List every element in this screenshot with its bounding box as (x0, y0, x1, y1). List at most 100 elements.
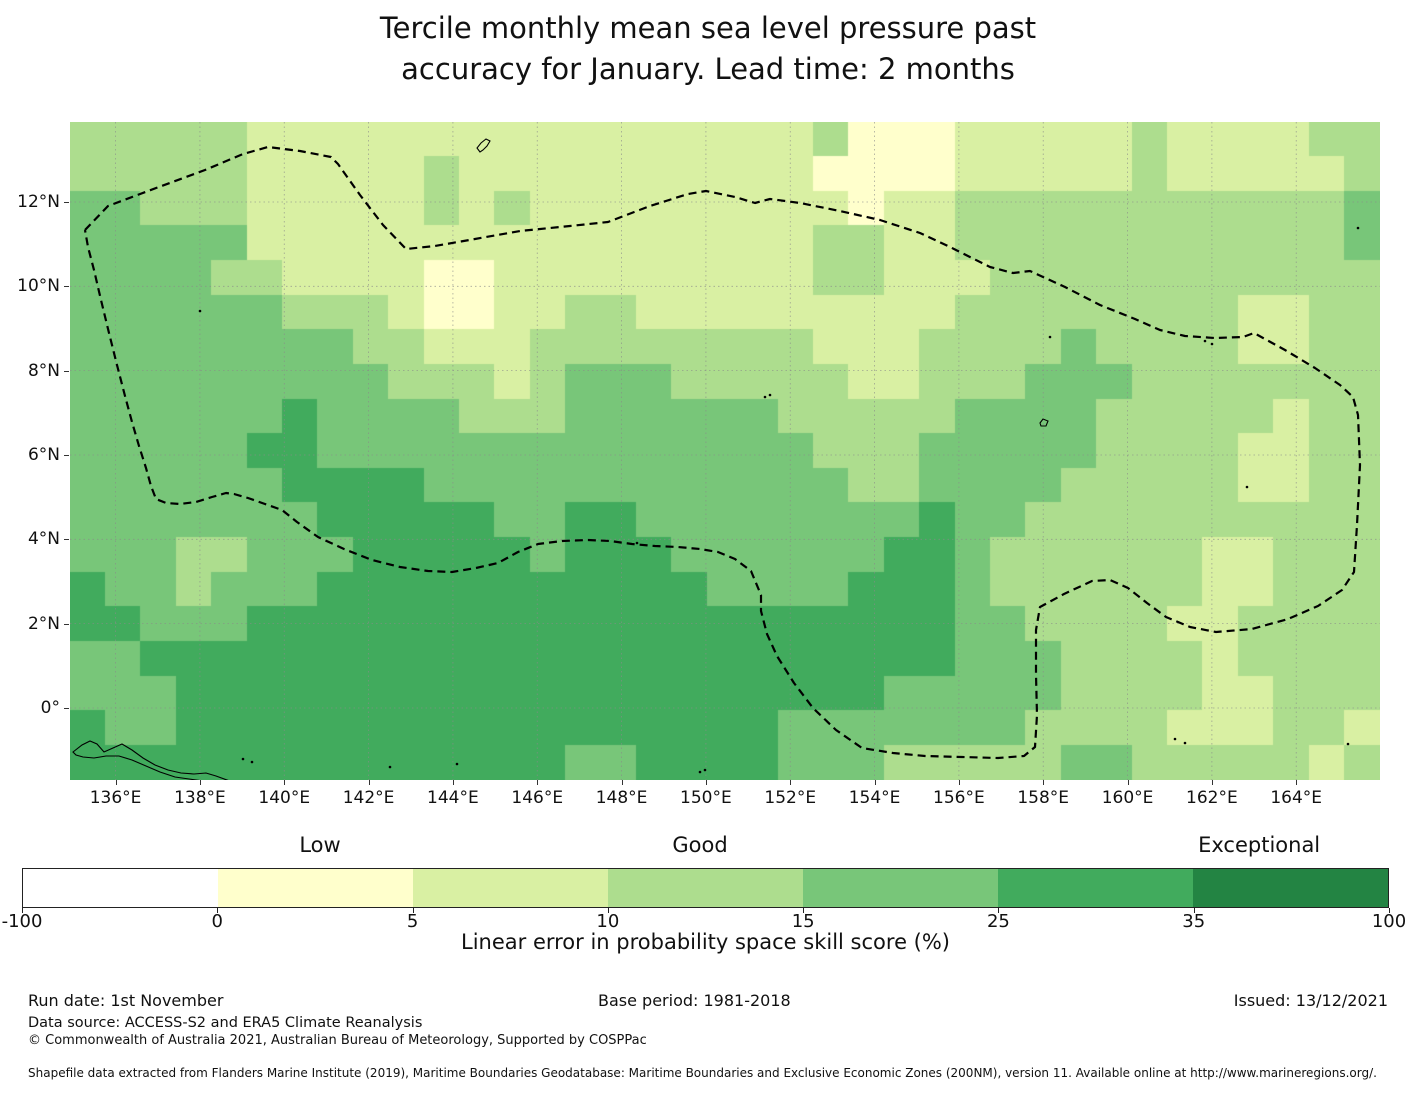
island-speck (768, 393, 772, 397)
colorbar-tick-mark (22, 908, 23, 913)
x-tick-label: 148°E (595, 788, 648, 808)
y-tick-mark (64, 623, 69, 625)
x-tick-mark (621, 780, 623, 785)
island-speck (1356, 226, 1360, 230)
island-speck (1210, 342, 1214, 346)
y-tick-label: 4°N (27, 529, 60, 550)
x-tick-mark (1296, 780, 1298, 785)
x-tick-label: 158°E (1017, 788, 1070, 808)
colorbar-tick-label: 5 (406, 911, 419, 932)
x-tick-mark (284, 780, 286, 785)
x-tick-label: 164°E (1270, 788, 1323, 808)
x-tick-label: 154°E (848, 788, 901, 808)
x-tick-label: 142°E (342, 788, 395, 808)
island-speck (635, 541, 639, 545)
colorbar-tick-mark (217, 908, 219, 913)
run-date-text: Run date: 1st November (28, 991, 224, 1010)
eez-boundary-line (83, 145, 1362, 760)
copyright-text: © Commonwealth of Australia 2021, Austra… (28, 1033, 647, 1048)
colorbar-category-label: Good (672, 833, 728, 857)
x-tick-mark (874, 780, 876, 785)
island-speck (1173, 737, 1177, 741)
title-line-2: accuracy for January. Lead time: 2 month… (401, 52, 1015, 86)
x-tick-label: 162°E (1186, 788, 1238, 808)
island-speck (1183, 741, 1187, 745)
y-tick-mark (64, 454, 69, 456)
colorbar-tick-label: 15 (791, 911, 815, 932)
y-tick-label: 6°N (27, 444, 60, 465)
island-speck (763, 395, 767, 399)
colorbar-tick-label: 35 (1182, 911, 1206, 932)
colorbar-segment (608, 869, 803, 907)
colorbar-segment (998, 869, 1193, 907)
data-source-text: Data source: ACCESS-S2 and ERA5 Climate … (28, 1015, 423, 1031)
x-tick-label: 144°E (427, 788, 479, 808)
island-outline (1039, 418, 1049, 427)
island-outline (72, 740, 229, 780)
colorbar-tick-label: 25 (986, 911, 1010, 932)
island-speck (1245, 485, 1249, 489)
x-tick-mark (115, 780, 117, 785)
x-tick-label: 136°E (89, 788, 142, 808)
x-tick-label: 138°E (174, 788, 226, 808)
colorbar-tick-mark (803, 908, 805, 913)
base-period-text: Base period: 1981-2018 (598, 991, 791, 1010)
island-speck (388, 765, 392, 769)
colorbar-tick-mark (412, 908, 414, 913)
heatmap-canvas (70, 122, 1380, 780)
page-title: Tercile monthly mean sea level pressure … (0, 8, 1416, 90)
island-speck (698, 770, 702, 774)
colorbar-tick-label: -100 (1, 911, 43, 932)
x-tick-label: 150°E (680, 788, 732, 808)
y-tick-mark (64, 370, 69, 372)
colorbar-tick-label: 10 (596, 911, 620, 932)
y-tick-mark (64, 202, 69, 203)
island-speck (198, 309, 202, 313)
y-tick-label: 10°N (17, 276, 60, 297)
colorbar-tick-mark (607, 908, 609, 913)
colorbar-tick-mark (1193, 908, 1195, 913)
issued-date-text: Issued: 13/12/2021 (1233, 991, 1388, 1010)
x-tick-mark (452, 780, 454, 785)
colorbar-segment (23, 869, 218, 907)
x-tick-mark (368, 780, 370, 785)
colorbar-tick-label: 0 (211, 911, 224, 932)
map-overlay (70, 122, 1380, 780)
x-tick-mark (705, 780, 707, 785)
title-line-1: Tercile monthly mean sea level pressure … (379, 11, 1037, 45)
island-outline (476, 138, 491, 153)
y-tick-mark (64, 707, 69, 709)
x-tick-mark (1043, 780, 1045, 785)
island-speck (1346, 742, 1350, 746)
colorbar-tick-label: 100 (1371, 911, 1407, 932)
x-tick-label: 152°E (764, 788, 817, 808)
x-tick-mark (790, 780, 792, 785)
x-tick-mark (958, 780, 960, 785)
x-tick-mark (537, 780, 539, 785)
colorbar-category-label: Exceptional (1198, 833, 1321, 857)
colorbar-axis-label: Linear error in probability space skill … (461, 930, 950, 954)
island-speck (1203, 339, 1207, 343)
x-tick-mark (1127, 780, 1129, 785)
colorbar-segment (803, 869, 998, 907)
island-speck (703, 768, 707, 772)
y-tick-mark (64, 539, 69, 541)
shapefile-note: Shapefile data extracted from Flanders M… (28, 1066, 1377, 1080)
colorbar (22, 868, 1389, 908)
island-speck (241, 757, 245, 761)
y-tick-label: 8°N (27, 360, 60, 381)
x-tick-label: 140°E (258, 788, 311, 808)
y-tick-label: 0° (40, 697, 60, 718)
colorbar-segment (413, 869, 608, 907)
colorbar-category-label: Low (299, 833, 341, 857)
colorbar-segment (218, 869, 413, 907)
x-tick-mark (199, 780, 201, 785)
x-tick-mark (1211, 780, 1213, 785)
x-tick-label: 146°E (511, 788, 564, 808)
island-speck (455, 762, 459, 766)
colorbar-tick-mark (998, 908, 1000, 913)
y-tick-label: 2°N (27, 613, 60, 634)
x-tick-label: 156°E (933, 788, 985, 808)
colorbar-segment (1193, 869, 1388, 907)
